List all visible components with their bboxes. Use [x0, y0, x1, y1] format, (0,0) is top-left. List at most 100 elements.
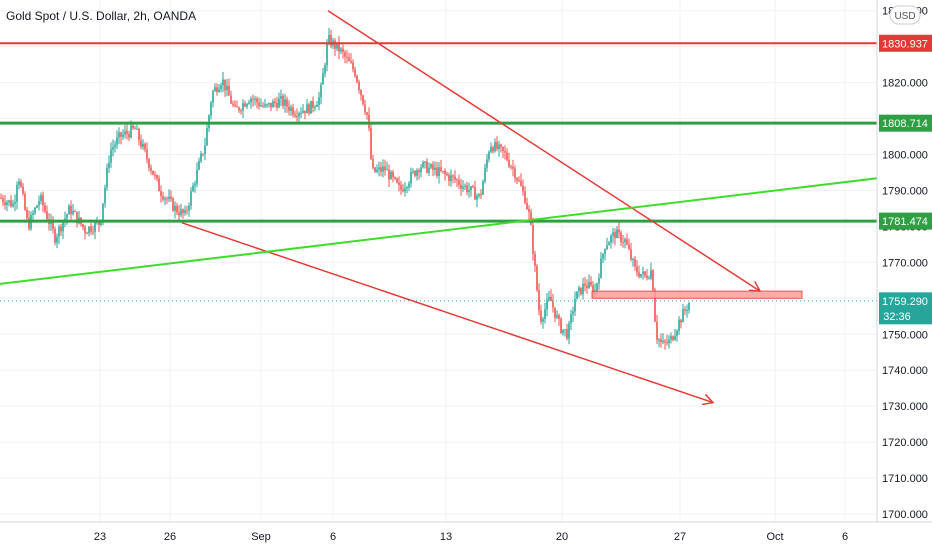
- currency-label: USD: [894, 11, 915, 22]
- candle-body: [100, 220, 102, 225]
- y-tick-label: 1740.000: [882, 365, 928, 377]
- candle-body: [236, 106, 238, 108]
- candle-body: [160, 191, 162, 196]
- candle-body: [280, 95, 282, 99]
- candle-body: [580, 287, 582, 295]
- candle-body: [654, 290, 656, 322]
- countdown-label: 32:36: [883, 311, 911, 323]
- y-tick-label: 1720.000: [882, 437, 928, 449]
- candle-body: [566, 329, 568, 339]
- x-tick-label: 20: [556, 531, 568, 543]
- candle-body: [174, 205, 176, 211]
- candle-body: [252, 98, 254, 100]
- trendline[interactable]: [0, 171, 926, 285]
- currency-button-frame[interactable]: [889, 5, 921, 25]
- candle-body: [260, 105, 262, 107]
- candle-body: [630, 249, 632, 260]
- candle-body: [128, 133, 130, 138]
- candle-body: [674, 335, 676, 340]
- time-axis[interactable]: 23 26 Sep 6 13 20 27 Oct 6: [94, 531, 848, 543]
- candle-body: [340, 48, 342, 52]
- candle-body: [514, 168, 516, 179]
- candle-body: [32, 213, 34, 215]
- candle-body: [74, 210, 76, 212]
- price-axis[interactable]: 1700.000 1710.000 1720.000 1730.000 1740.000…: [882, 6, 928, 521]
- price-badges: 1830.937 1808.714 1781.474 1759.290 32:36: [879, 34, 932, 325]
- candle-body: [606, 245, 608, 249]
- candle-body: [220, 85, 222, 90]
- resistance-zone[interactable]: [591, 290, 803, 299]
- candle-body: [434, 167, 436, 170]
- candle-body: [662, 340, 664, 343]
- candle-body: [556, 315, 558, 318]
- candle-body: [542, 318, 544, 322]
- candle-body: [8, 200, 10, 203]
- candle-body: [244, 103, 246, 107]
- candle-body: [166, 198, 168, 200]
- candle-body: [294, 114, 296, 117]
- candle-body: [56, 236, 58, 243]
- candle-body: [398, 182, 400, 186]
- candle-body: [202, 153, 204, 155]
- x-tick-label: 27: [674, 531, 686, 543]
- trendline[interactable]: [327, 10, 761, 292]
- candle-body: [362, 95, 364, 105]
- chart-title: Gold Spot / U.S. Dollar, 2h, OANDA: [6, 9, 196, 23]
- candle-body: [458, 180, 460, 185]
- candle-body: [272, 101, 274, 108]
- candle-body: [482, 181, 484, 195]
- candle-layer: [0, 27, 690, 350]
- candle-body: [72, 210, 74, 214]
- candle-body: [0, 197, 2, 199]
- x-tick-label: Oct: [766, 531, 783, 543]
- candle-body: [518, 180, 520, 182]
- candle-body: [130, 125, 132, 138]
- candle-body: [568, 323, 570, 339]
- candle-body: [264, 104, 266, 107]
- candle-body: [380, 167, 382, 172]
- candle-body: [108, 162, 110, 168]
- candle-body: [490, 147, 492, 153]
- candle-body: [142, 143, 144, 147]
- candle-body: [524, 191, 526, 204]
- candle-body: [338, 42, 340, 52]
- candle-body: [422, 162, 424, 168]
- candle-body: [278, 98, 280, 108]
- candle-body: [62, 222, 64, 232]
- candle-body: [404, 188, 406, 192]
- candle-body: [42, 195, 44, 206]
- trendline[interactable]: [181, 222, 714, 404]
- candle-body: [596, 283, 598, 291]
- candle-body: [428, 167, 430, 173]
- candle-body: [584, 283, 586, 286]
- candle-body: [66, 214, 68, 219]
- candle-body: [270, 102, 272, 108]
- candle-body: [206, 128, 208, 146]
- candle-body: [648, 278, 650, 280]
- candle-body: [564, 329, 566, 331]
- candle-body: [532, 224, 534, 254]
- price-badge: [879, 34, 932, 52]
- candle-body: [682, 309, 684, 323]
- candle-body: [446, 173, 448, 176]
- candle-body: [86, 233, 88, 235]
- candle-body: [226, 85, 228, 91]
- candle-body: [298, 113, 300, 117]
- candle-body: [266, 104, 268, 106]
- candle-body: [686, 310, 688, 312]
- candle-body: [352, 62, 354, 70]
- candle-body: [520, 180, 522, 186]
- currency-button[interactable]: USD: [889, 5, 921, 25]
- candle-body: [474, 187, 476, 200]
- candle-body: [454, 176, 456, 180]
- candle-body: [150, 167, 152, 171]
- candle-body: [52, 221, 54, 230]
- grid-layer: [0, 0, 877, 522]
- y-tick-label: 1750.000: [882, 329, 928, 341]
- price-badge-label: 1830.937: [882, 38, 928, 50]
- candle-body: [344, 52, 346, 57]
- candle-body: [110, 149, 112, 163]
- x-tick-label: 23: [94, 531, 106, 543]
